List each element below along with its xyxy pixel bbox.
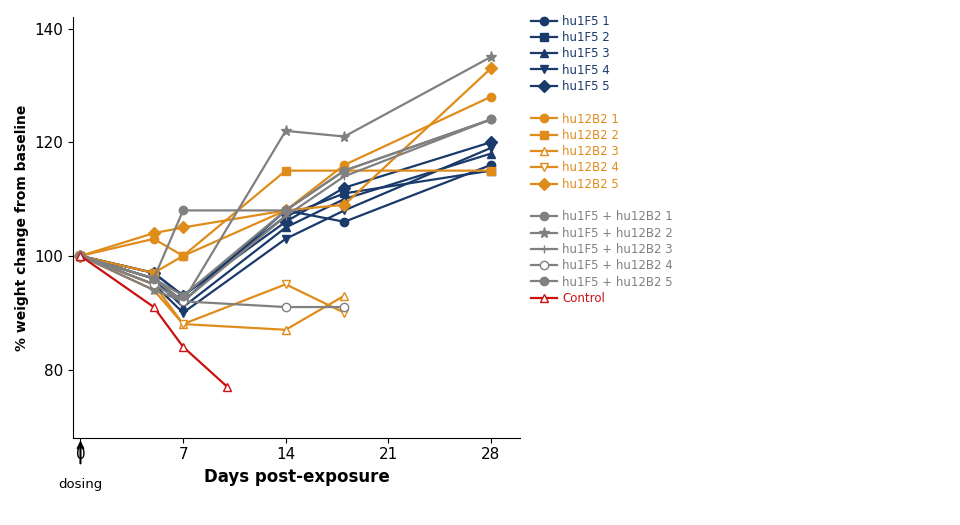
Y-axis label: % weight change from baseline: % weight change from baseline bbox=[15, 104, 29, 351]
Text: dosing: dosing bbox=[59, 478, 103, 490]
Legend: hu1F5 1, hu1F5 2, hu1F5 3, hu1F5 4, hu1F5 5, , hu12B2 1, hu12B2 2, hu12B2 3, hu1: hu1F5 1, hu1F5 2, hu1F5 3, hu1F5 4, hu1F… bbox=[531, 15, 673, 305]
X-axis label: Days post-exposure: Days post-exposure bbox=[204, 468, 390, 486]
